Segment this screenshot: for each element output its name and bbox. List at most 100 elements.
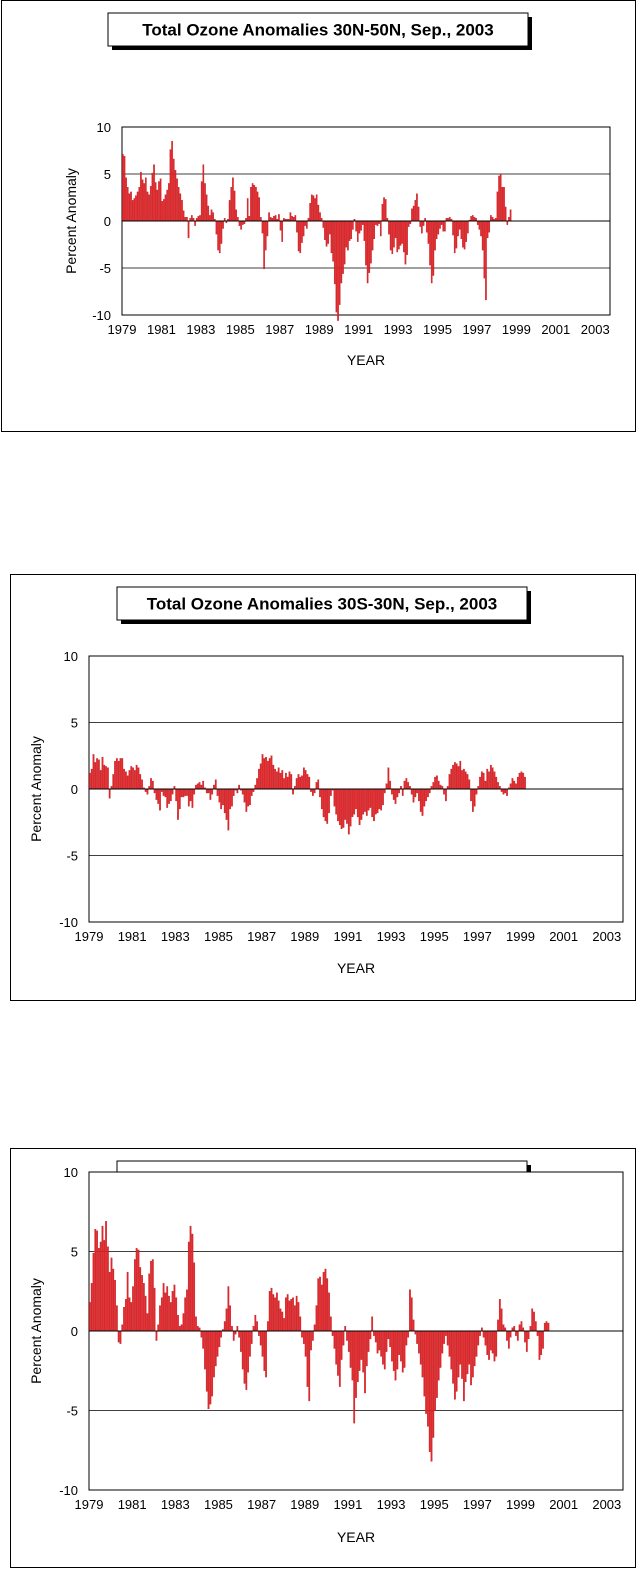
data-bar xyxy=(135,1248,138,1332)
data-bar xyxy=(191,788,194,808)
y-tick-label: 5 xyxy=(104,167,111,182)
data-bar xyxy=(389,220,392,251)
data-bar xyxy=(452,1330,454,1384)
data-bar xyxy=(490,215,492,222)
data-bar xyxy=(213,784,215,790)
x-tick-label: 1995 xyxy=(420,929,449,944)
data-bar xyxy=(209,788,212,800)
data-bar xyxy=(453,220,456,254)
y-tick-label: -10 xyxy=(59,915,78,930)
y-tick-label: 0 xyxy=(104,214,111,229)
data-bar xyxy=(461,770,463,790)
chart-title: Total Ozone Anomalies 30S-30N, Sep., 200… xyxy=(147,595,498,614)
data-bar xyxy=(105,766,107,790)
data-bar xyxy=(187,1241,190,1332)
data-bar xyxy=(254,1314,257,1332)
data-bar xyxy=(498,175,500,222)
data-bar xyxy=(524,1330,526,1343)
data-bar xyxy=(159,178,162,222)
data-bar xyxy=(506,1330,508,1341)
x-tick-label: 2001 xyxy=(549,1497,578,1512)
chart-svg: Total Ozone Anomalies 30S-30N, Sep., 200… xyxy=(28,586,624,976)
data-bar xyxy=(121,758,124,790)
data-bar xyxy=(112,1268,115,1332)
data-bar xyxy=(135,764,138,790)
data-bar xyxy=(401,788,404,796)
data-bar xyxy=(485,220,487,301)
data-bar xyxy=(288,771,291,790)
data-bar xyxy=(509,783,512,790)
data-bar xyxy=(330,220,333,254)
x-tick-label: 1997 xyxy=(463,1497,492,1512)
data-bar xyxy=(176,178,178,222)
data-bar xyxy=(475,788,478,795)
data-bar xyxy=(96,1230,98,1332)
data-bar xyxy=(333,788,336,807)
data-bar xyxy=(543,1322,546,1332)
data-bar xyxy=(139,774,142,790)
y-tick-label: 0 xyxy=(71,782,78,797)
data-bar xyxy=(524,776,526,790)
data-bar xyxy=(324,788,327,822)
x-axis-label: YEAR xyxy=(347,352,385,368)
data-bar xyxy=(137,1249,140,1332)
data-bar xyxy=(132,1286,134,1332)
data-bar xyxy=(484,1330,487,1346)
data-bar xyxy=(477,1330,480,1346)
data-bar xyxy=(290,774,293,790)
data-bar xyxy=(422,220,425,226)
data-bar xyxy=(177,788,179,820)
data-bar xyxy=(214,779,217,790)
data-bar xyxy=(479,776,481,790)
data-bar xyxy=(162,788,165,796)
x-tick-label: 1981 xyxy=(118,929,147,944)
chart-panel-30s-50s: Total Ozone Anomalies 30S-50S, Sep., 200… xyxy=(10,1148,636,1568)
data-bar xyxy=(360,220,362,231)
data-bar xyxy=(277,1300,280,1332)
data-bar xyxy=(225,1308,228,1332)
data-bar xyxy=(463,768,465,790)
y-tick-label: -5 xyxy=(66,849,78,864)
data-bar xyxy=(493,1330,496,1362)
data-bar xyxy=(155,1330,158,1341)
data-bar xyxy=(391,788,393,795)
data-bar xyxy=(269,217,272,222)
data-bar xyxy=(223,1321,226,1332)
data-bar xyxy=(380,788,383,811)
data-bar xyxy=(212,212,214,222)
data-bar xyxy=(396,1330,399,1370)
data-bar xyxy=(508,217,510,222)
data-bar xyxy=(220,1330,223,1338)
data-bar xyxy=(267,1321,269,1332)
data-bar xyxy=(319,212,321,222)
data-bar xyxy=(164,1292,167,1332)
data-bar xyxy=(410,788,413,795)
data-bar xyxy=(103,764,106,790)
data-bar xyxy=(387,1330,390,1340)
x-tick-label: 2003 xyxy=(592,1497,621,1512)
data-bar xyxy=(507,1330,510,1349)
data-bar xyxy=(425,788,427,802)
data-bar xyxy=(511,778,514,790)
data-bar xyxy=(504,788,507,794)
data-bar xyxy=(123,155,126,222)
data-bar xyxy=(247,1330,249,1373)
data-bar xyxy=(368,220,371,273)
data-bar xyxy=(369,1330,372,1340)
data-bar xyxy=(148,194,150,222)
data-bar xyxy=(184,1297,187,1332)
data-bar xyxy=(457,1330,460,1378)
data-bar xyxy=(166,1286,169,1332)
data-bar xyxy=(243,1330,246,1384)
x-tick-label: 1987 xyxy=(265,322,294,337)
data-bar xyxy=(392,1330,395,1371)
data-bar xyxy=(204,183,206,222)
data-bar xyxy=(466,774,469,790)
data-bar xyxy=(337,788,339,822)
data-bar xyxy=(394,1330,397,1381)
data-bar xyxy=(153,1287,156,1332)
data-bar xyxy=(495,776,498,790)
data-bar xyxy=(225,788,228,820)
data-bar xyxy=(180,788,183,798)
data-bar xyxy=(491,767,494,790)
